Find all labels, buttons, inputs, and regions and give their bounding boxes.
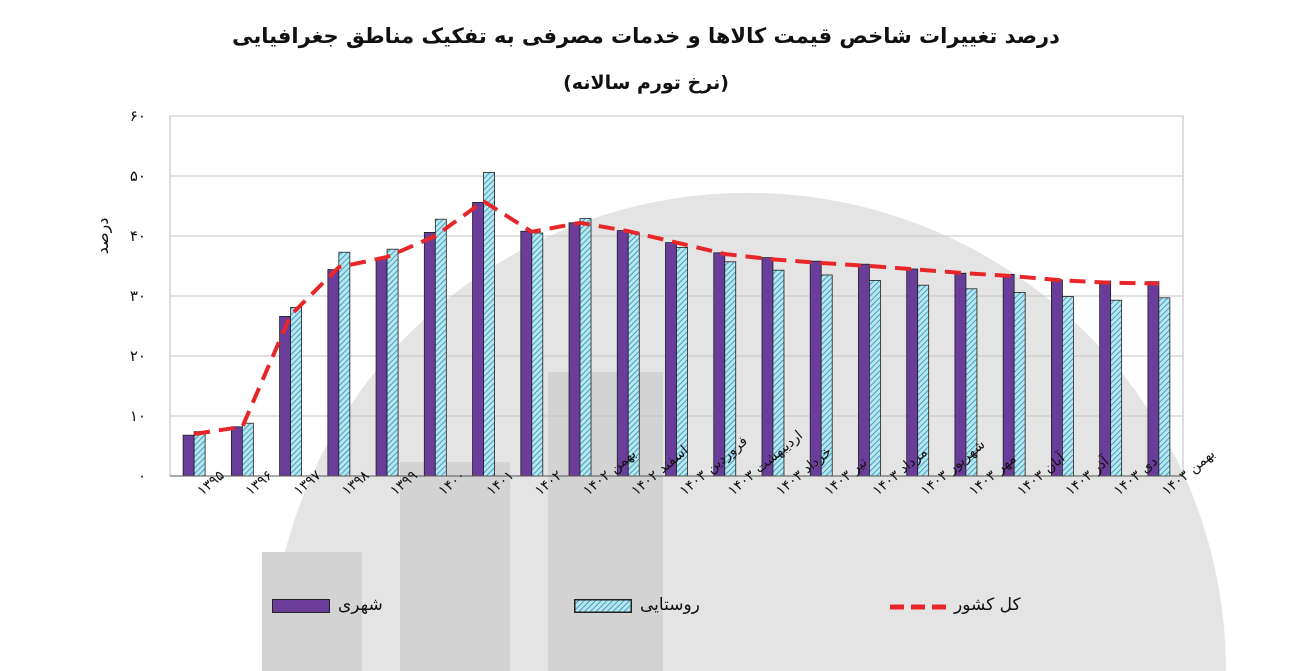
bar-rural [434, 218, 447, 477]
y-tick-label: ۶۰ [130, 107, 146, 125]
y-tick-label: ۴۰ [130, 227, 146, 245]
bar-rural [627, 232, 640, 477]
legend-national-label: کل کشور [954, 595, 1021, 615]
bar-rural [676, 246, 688, 477]
legend-rural-swatch [574, 599, 632, 613]
legend-urban: شهری [272, 594, 392, 620]
bar-urban [761, 257, 774, 477]
bar-rural [193, 431, 206, 477]
bar-rural [1062, 296, 1074, 477]
legend-urban-label: شهری [338, 595, 383, 615]
bar-urban [616, 230, 629, 477]
bar-urban [327, 269, 340, 477]
bar-urban [375, 258, 388, 477]
bar-urban [858, 263, 870, 477]
bar-rural [531, 232, 544, 477]
bar-urban [1051, 279, 1063, 477]
legend-rural-label: روستایی [640, 595, 700, 615]
legend-national-swatch [890, 604, 946, 610]
legend-urban-swatch [272, 599, 330, 613]
bar-urban [279, 315, 291, 477]
bar-urban [472, 201, 484, 477]
bar-urban [182, 434, 195, 477]
bar-urban [906, 268, 919, 477]
bar-rural [1013, 291, 1026, 477]
legend-national: کل کشور [888, 594, 1038, 620]
bar-urban [1002, 273, 1015, 477]
bar-urban [230, 426, 243, 477]
bar-urban [713, 252, 726, 477]
bar-urban [1147, 281, 1160, 477]
bar-rural [338, 251, 351, 477]
bar-urban [520, 230, 533, 477]
y-tick-label: ۲۰ [130, 347, 146, 365]
y-tick-label: ۱۰ [130, 407, 146, 425]
y-tick-label: ۵۰ [130, 167, 146, 185]
y-axis-label: درصد [93, 218, 113, 255]
bar-rural [579, 218, 592, 477]
bar-urban [1099, 280, 1112, 477]
bar-rural [483, 171, 495, 477]
line-national [193, 199, 1159, 436]
bar-urban [954, 272, 967, 477]
bar-urban [809, 260, 822, 477]
chart-subtitle: (نرخ تورم سالانه) [563, 72, 729, 94]
y-tick-label: ۰ [138, 467, 146, 485]
y-tick-label: ۳۰ [130, 287, 146, 305]
bar-urban [665, 242, 677, 477]
bar-rural [386, 248, 399, 477]
bar-rural [1158, 297, 1171, 477]
bar-rural [241, 422, 254, 477]
bar-rural [1110, 299, 1123, 477]
bar-urban [423, 231, 436, 477]
bar-urban [568, 222, 581, 477]
bar-rural [869, 279, 881, 477]
bar-rural [290, 306, 302, 477]
legend-rural: روستایی [574, 594, 714, 620]
chart-title: درصد تغییرات شاخص قیمت کالاها و خدمات مص… [232, 24, 1060, 48]
